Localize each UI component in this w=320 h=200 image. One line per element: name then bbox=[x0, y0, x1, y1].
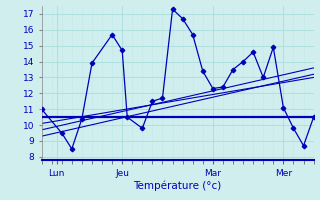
X-axis label: Température (°c): Température (°c) bbox=[133, 181, 222, 191]
